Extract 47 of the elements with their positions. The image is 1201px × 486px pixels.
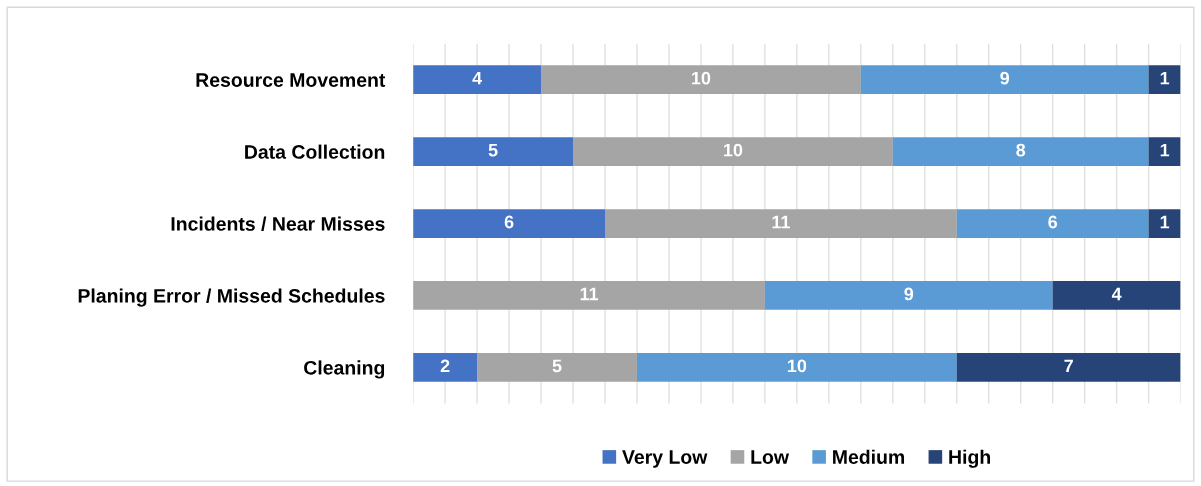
data-label: 9 [904,287,914,301]
bar [892,137,1149,167]
bar [477,353,637,382]
bar [413,65,542,95]
data-label: 8 [1016,143,1026,157]
data-label: 10 [692,71,711,85]
bar [1148,65,1181,95]
bar [413,281,765,310]
data-label: 10 [787,359,807,373]
y-tick-label: Resource Movement [196,73,386,87]
bar [636,353,957,382]
legend-label: Low [751,450,790,464]
bar [605,209,957,238]
legend-label: Medium [833,449,905,464]
data-label: 6 [1048,215,1058,229]
data-label: 11 [772,215,790,229]
y-tick-label: Planing Error / Missed Schedules [78,288,385,307]
data-label: 7 [1064,359,1073,373]
data-label: 10 [724,143,743,157]
bar [860,65,1149,95]
data-label: 5 [552,359,562,373]
data-label: 6 [504,215,514,229]
bar [1148,209,1181,238]
data-label: 1 [1160,71,1170,85]
y-tick-label: Incidents / Near Misses [171,216,385,231]
data-label: 2 [440,359,450,373]
bar [413,353,478,382]
bar [541,65,861,95]
bar [413,137,574,167]
data-label: 1 [1160,215,1170,229]
bar [956,353,1181,382]
bar [1148,137,1181,167]
y-tick-label: Data Collection [245,144,385,159]
legend-label: Very Low [622,450,708,468]
data-label: 1 [1160,143,1170,157]
data-label: 4 [1111,287,1122,301]
data-label: 9 [1000,71,1010,85]
bar [956,209,1149,238]
y-tick-label: Cleaning [304,360,385,379]
bar [413,209,605,238]
legend-label: High [949,449,990,468]
bar [1052,281,1181,310]
data-label: 4 [472,71,483,85]
bar [573,137,893,167]
data-label: 11 [580,287,599,301]
bar [764,281,1053,310]
data-label: 5 [488,143,498,157]
